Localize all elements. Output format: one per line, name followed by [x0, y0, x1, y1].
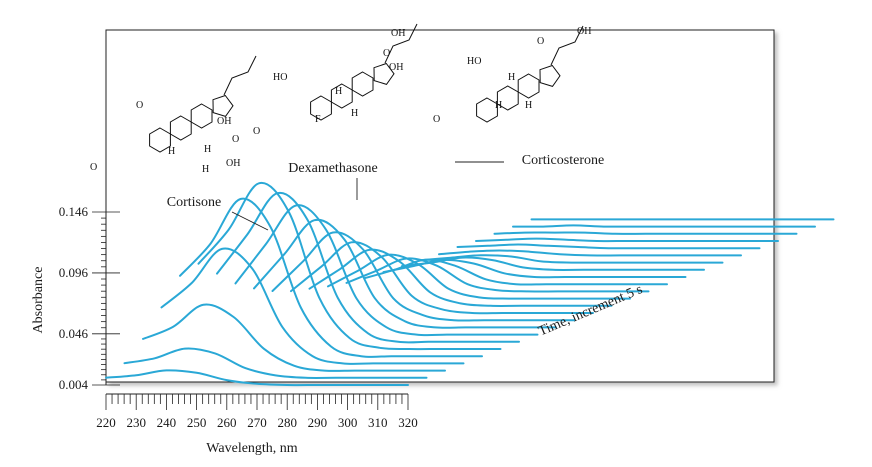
plot-frame	[105, 29, 775, 383]
trace-line	[401, 256, 705, 271]
x-tick-label: 310	[368, 415, 388, 430]
ring	[351, 71, 374, 97]
y-tick-label: 0.046	[59, 326, 89, 341]
trace-line	[308, 248, 613, 307]
atom-label: OH	[389, 62, 403, 73]
side-chain	[223, 55, 257, 96]
x-tick-label: 240	[157, 415, 177, 430]
axes: 0.004 0.046 0.096 0.146 220 230 240 250 260 270 28…	[31, 204, 418, 456]
trace-line	[456, 243, 761, 250]
atom-label: O	[90, 162, 97, 173]
atom-label: HO	[467, 56, 481, 67]
trace-line	[142, 303, 446, 372]
side-chain	[550, 25, 584, 66]
x-tick-label: 220	[96, 415, 116, 430]
atom-label: OH	[391, 28, 405, 39]
trace-line	[512, 224, 816, 228]
x-tick-label: 280	[277, 415, 297, 430]
atom-label: OH	[226, 158, 240, 169]
y-axis-title: Absorbance	[31, 267, 46, 334]
atom-label: O	[383, 48, 390, 59]
side-chain	[384, 23, 418, 64]
y-tick-label: 0.004	[59, 377, 89, 392]
x-axis-title: Wavelength, nm	[206, 441, 298, 456]
trace-line	[105, 369, 409, 387]
peak-leader	[231, 211, 269, 231]
trace-line	[290, 241, 594, 315]
atom-label: H	[168, 146, 175, 157]
trace-line	[179, 197, 483, 358]
atom-label: H	[508, 72, 515, 83]
atom-label: H	[495, 100, 502, 111]
x-tick-label: 260	[217, 415, 237, 430]
ring	[517, 73, 540, 99]
peak-label: Cortisone	[167, 195, 221, 210]
atom-label: HO	[273, 72, 287, 83]
trace-line	[271, 231, 576, 322]
ring	[212, 94, 234, 117]
atom-label: H	[335, 86, 342, 97]
ring	[539, 64, 561, 87]
traces	[105, 181, 835, 387]
trace-line	[160, 247, 465, 365]
trace-line	[253, 218, 557, 329]
x-tick-label: 230	[126, 415, 146, 430]
trace-line	[475, 237, 779, 243]
atom-label: O	[136, 100, 143, 111]
trace-line	[216, 191, 520, 344]
atom-label: H	[202, 164, 209, 175]
x-tick-label: 300	[338, 415, 358, 430]
peak-label: Corticosterone	[522, 153, 604, 168]
trace-line	[197, 181, 502, 351]
y-tick-label: 0.096	[59, 265, 89, 280]
ring	[190, 103, 213, 129]
x-tick-label: 320	[398, 415, 418, 430]
trace-line	[364, 258, 668, 286]
trace-line	[438, 249, 742, 257]
atom-label: OH	[577, 26, 591, 37]
atom-label: O	[537, 36, 544, 47]
atom-label: F	[315, 114, 321, 125]
atom-label: H	[525, 100, 532, 111]
atom-label: H	[351, 108, 358, 119]
trace-line	[419, 254, 724, 264]
atom-label: OH	[217, 116, 231, 127]
atom-label: O	[232, 134, 239, 145]
peak-label: Dexamethasone	[288, 161, 377, 176]
ring	[373, 62, 395, 85]
trace-line	[123, 347, 428, 379]
trace-line	[493, 231, 798, 235]
atom-label: O	[253, 126, 260, 137]
trace-line	[327, 253, 631, 300]
atom-label: O	[433, 114, 440, 125]
x-tick-label: 290	[308, 415, 328, 430]
x-tick-label: 270	[247, 415, 267, 430]
x-tick-label: 250	[187, 415, 207, 430]
y-tick-label: 0.146	[59, 204, 89, 219]
atom-label: H	[204, 144, 211, 155]
